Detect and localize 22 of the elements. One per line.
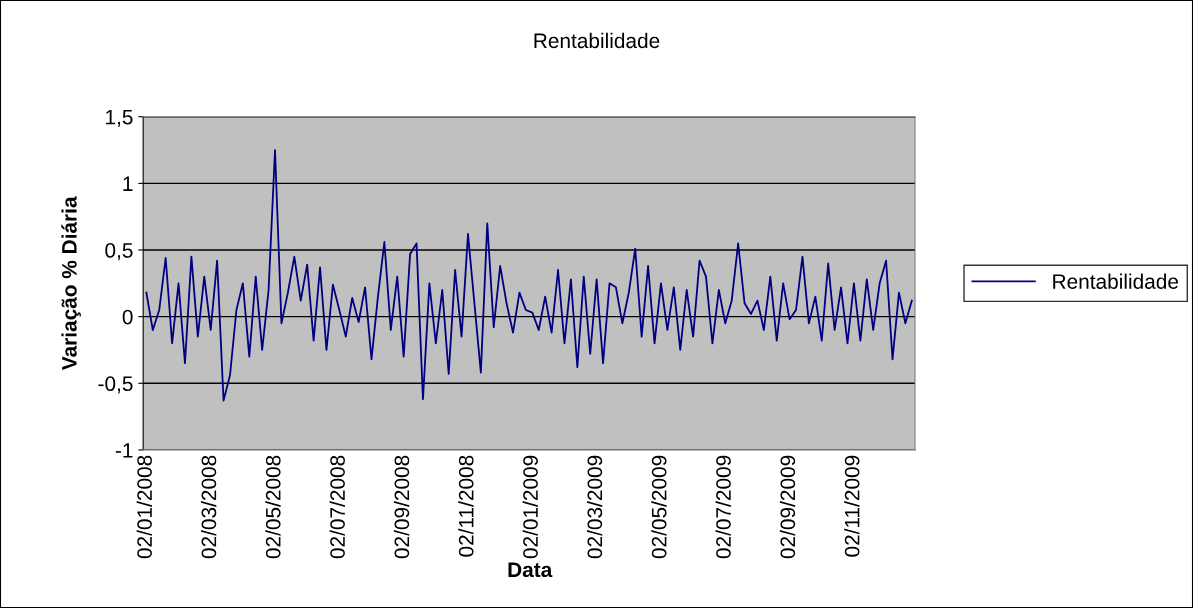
- x-tick-label: 02/09/2008: [393, 455, 410, 559]
- x-tick-label: 02/03/2008: [200, 455, 217, 559]
- y-axis-title: Variação % Diária: [61, 196, 81, 371]
- x-tick-label: 02/07/2009: [715, 455, 731, 559]
- x-tick-label: 02/07/2008: [329, 455, 345, 559]
- x-tick-label: 02/05/2008: [265, 455, 281, 559]
- y-tick-label: 1: [123, 176, 133, 191]
- x-tick-label: 02/01/2009: [522, 455, 538, 559]
- y-tick-label: -1: [115, 443, 133, 458]
- x-tick-label: 02/05/2009: [651, 455, 667, 559]
- x-tick-label: 02/03/2009: [586, 455, 603, 559]
- chart-title: Rentabilidade: [534, 32, 660, 49]
- x-tick-label: 02/01/2008: [136, 455, 152, 559]
- x-axis-title: Data: [508, 562, 553, 578]
- x-tick-label: 02/11/2008: [458, 455, 474, 557]
- legend-label: Rentabilidade: [1053, 273, 1179, 289]
- y-tick-label: 0,5: [105, 243, 133, 261]
- x-tick-label: 02/09/2009: [779, 455, 796, 559]
- y-tick-label: 0: [122, 309, 133, 325]
- y-tick-label: -0,5: [98, 376, 133, 394]
- x-tick-label: 02/11/2009: [844, 455, 860, 557]
- y-tick-label: 1,5: [106, 109, 133, 127]
